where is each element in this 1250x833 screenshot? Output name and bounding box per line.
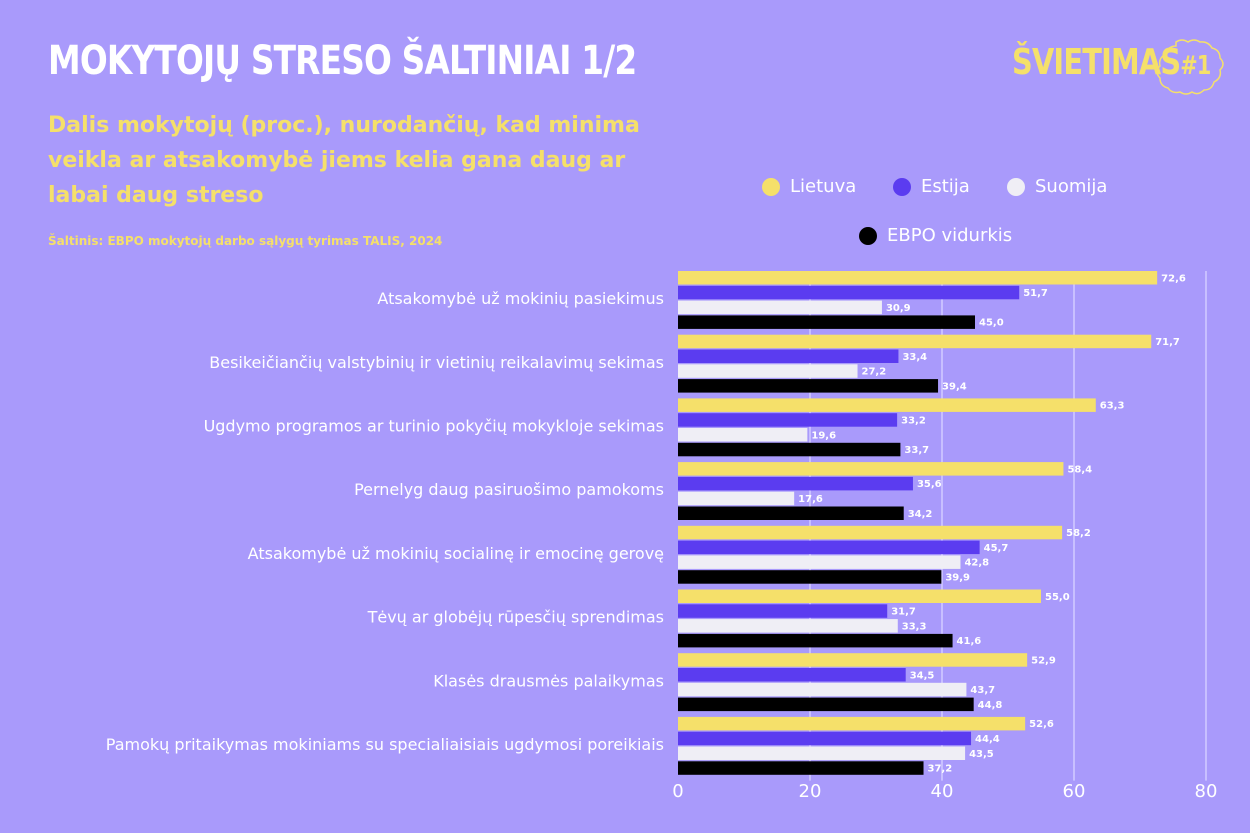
x-tick-label: 60: [1063, 781, 1086, 802]
x-tick-label: 40: [931, 781, 954, 802]
bar-ebpo: [678, 633, 953, 648]
bar-suomija: [678, 619, 898, 633]
bar-lietuva: [678, 589, 1041, 603]
legend-item-ebpo: EBPO vidurkis: [859, 225, 1012, 246]
value-label-suomija: 43,7: [970, 685, 995, 696]
bar-lietuva: [678, 716, 1026, 731]
value-label-ebpo: 39,9: [945, 572, 970, 583]
bar-estija: [678, 668, 906, 682]
bar-estija: [678, 604, 888, 618]
bar-ebpo: [678, 506, 904, 520]
category-label: Tėvų ar globėjų rūpesčių sprendimas: [367, 608, 664, 627]
bar-suomija: [678, 555, 961, 569]
value-label-suomija: 42,8: [964, 558, 989, 569]
bar-lietuva: [678, 525, 1063, 540]
legend-label-estija: Estija: [921, 176, 970, 197]
value-label-ebpo: 44,8: [978, 700, 1003, 711]
value-label-estija: 31,7: [891, 607, 916, 618]
legend-label-ebpo: EBPO vidurkis: [887, 225, 1013, 246]
category-label: Klasės drausmės palaikymas: [433, 671, 664, 690]
value-label-ebpo: 33,7: [904, 445, 929, 456]
category-label: Atsakomybė už mokinių pasiekimus: [377, 289, 664, 308]
value-label-estija: 33,2: [901, 415, 926, 426]
value-label-estija: 35,6: [917, 479, 942, 490]
legend-dot-ebpo: [859, 226, 877, 245]
logo-badge-outline: [1156, 39, 1224, 95]
chart-subtitle: Dalis mokytojų (proc.), nurodančių, kad …: [48, 113, 640, 208]
bar-ebpo: [678, 442, 901, 457]
legend-item-lietuva: Lietuva: [762, 176, 856, 197]
bar-suomija: [678, 364, 858, 378]
value-label-ebpo: 41,6: [957, 636, 982, 647]
value-label-ebpo: 37,2: [928, 764, 953, 775]
value-label-ebpo: 39,4: [942, 381, 967, 392]
value-label-lietuva: 52,9: [1031, 655, 1056, 666]
value-label-estija: 34,5: [910, 670, 935, 681]
value-label-estija: 33,4: [902, 352, 927, 363]
value-label-ebpo: 45,0: [979, 318, 1004, 329]
value-label-lietuva: 58,2: [1066, 528, 1091, 539]
legend-dot-suomija: [1007, 177, 1025, 196]
value-label-lietuva: 58,4: [1067, 464, 1092, 475]
bar-lietuva: [678, 462, 1064, 476]
bar-lietuva: [678, 271, 1158, 285]
legend-item-suomija: Suomija: [1007, 176, 1107, 197]
value-label-lietuva: 72,6: [1161, 273, 1186, 284]
bar-estija: [678, 476, 913, 491]
x-tick-label: 0: [672, 781, 683, 802]
legend-label-suomija: Suomija: [1035, 176, 1108, 197]
x-tick-label: 20: [799, 781, 822, 802]
bar-lietuva: [678, 334, 1152, 349]
category-label: Besikeičiančių valstybinių ir vietinių r…: [209, 353, 664, 372]
value-label-estija: 44,4: [975, 734, 1000, 745]
value-label-ebpo: 34,2: [908, 509, 933, 520]
bar-ebpo: [678, 570, 942, 584]
bar-suomija: [678, 491, 795, 506]
value-label-estija: 51,7: [1023, 288, 1048, 299]
legend-label-lietuva: Lietuva: [790, 176, 857, 197]
bar-ebpo: [678, 697, 974, 712]
category-label: Pernelyg daug pasiruošimo pamokoms: [354, 480, 664, 499]
value-label-suomija: 19,6: [811, 430, 836, 441]
category-label: Pamokų pritaikymas mokiniams su speciali…: [106, 735, 664, 754]
bar-estija: [678, 731, 972, 746]
page-title: MOKYTOJŲ STRESO ŠALTINIAI 1/2: [48, 38, 637, 84]
value-label-lietuva: 52,6: [1029, 719, 1054, 730]
bar-suomija: [678, 682, 967, 697]
bar-suomija: [678, 300, 882, 315]
bar-ebpo: [678, 315, 975, 329]
value-label-estija: 45,7: [984, 543, 1009, 554]
source-note: Šaltinis: EBPO mokytojų darbo sąlygų tyr…: [48, 234, 443, 248]
value-label-suomija: 17,6: [798, 494, 823, 505]
category-label: Ugdymo programos ar turinio pokyčių moky…: [204, 417, 664, 436]
value-label-suomija: 33,3: [902, 621, 927, 632]
legend-item-estija: Estija: [893, 176, 970, 197]
bar-estija: [678, 349, 899, 363]
bar-suomija: [678, 746, 966, 760]
x-tick-label: 80: [1195, 781, 1218, 802]
bar-ebpo: [678, 761, 924, 775]
value-label-lietuva: 71,7: [1155, 337, 1180, 348]
bar-ebpo: [678, 379, 939, 393]
bar-estija: [678, 540, 980, 555]
bar-estija: [678, 285, 1020, 300]
bar-estija: [678, 413, 898, 427]
bar-suomija: [678, 428, 808, 442]
value-label-suomija: 30,9: [886, 303, 911, 314]
legend-dot-estija: [893, 177, 911, 196]
brand-logo: ŠVIETIMAS#1: [1006, 36, 1226, 100]
value-label-lietuva: 63,3: [1100, 401, 1125, 412]
legend-dot-lietuva: [762, 177, 780, 196]
bar-lietuva: [678, 653, 1028, 667]
category-label: Atsakomybė už mokinių socialinę ir emoci…: [248, 544, 664, 563]
value-label-lietuva: 55,0: [1045, 592, 1070, 603]
value-label-suomija: 27,2: [862, 367, 887, 378]
bar-lietuva: [678, 398, 1096, 412]
value-label-suomija: 43,5: [969, 749, 994, 760]
logo-text: ŠVIETIMAS#1: [1012, 42, 1211, 83]
